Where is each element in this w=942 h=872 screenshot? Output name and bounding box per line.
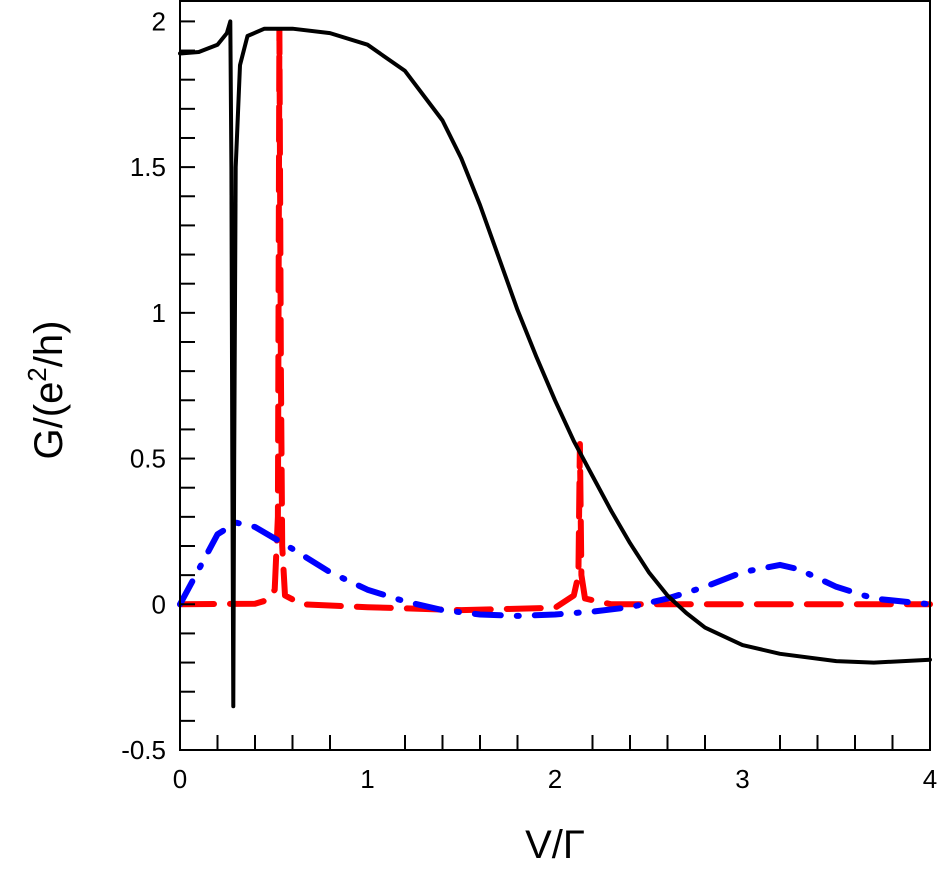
x-tick-label: 4 [923, 764, 937, 794]
y-tick-label: -0.5 [121, 735, 166, 765]
x-tick-label: 0 [173, 764, 187, 794]
y-axis-label: G/(e2/h) [22, 321, 71, 460]
y-tick-label: 2 [152, 6, 166, 36]
y-tick-label: 0.5 [130, 444, 166, 474]
x-tick-label: 1 [360, 764, 374, 794]
axis-ticks: 0 1 2 3 4-0.500.511.52 [121, 6, 937, 794]
axes-frame [179, 0, 931, 751]
plot-area [177, 19, 933, 709]
x-tick-label: 2 [548, 764, 562, 794]
y-tick-label: 0 [152, 589, 166, 619]
series-red-dashed [177, 27, 933, 614]
series-black-solid [178, 19, 932, 709]
series-blue-dashdot [177, 519, 933, 619]
x-tick-label: 3 [735, 764, 749, 794]
y-tick-label: 1 [152, 298, 166, 328]
y-tick-label: 1.5 [130, 152, 166, 182]
x-axis-label: V/Γ [525, 823, 585, 867]
